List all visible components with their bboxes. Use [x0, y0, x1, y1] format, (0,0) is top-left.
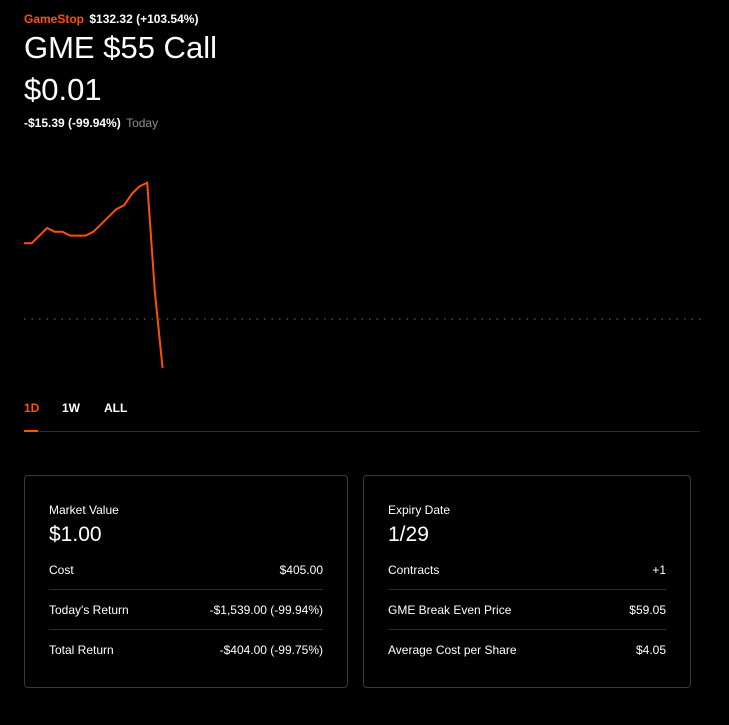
position-rows: Cost $405.00 Today's Return -$1,539.00 (…	[49, 550, 323, 669]
row-label: Cost	[49, 562, 74, 577]
cost-row: Cost $405.00	[49, 550, 323, 590]
row-value: $59.05	[629, 602, 666, 617]
expiry-date: 1/29	[388, 523, 429, 546]
row-value: -$404.00 (-99.75%)	[219, 642, 323, 657]
row-label: GME Break Even Price	[388, 602, 512, 617]
tab-all[interactable]: ALL	[104, 401, 128, 415]
row-value: -$1,539.00 (-99.94%)	[209, 602, 323, 617]
expiry-date-label: Expiry Date	[388, 503, 451, 517]
change-period: Today	[126, 116, 159, 130]
row-label: Total Return	[49, 642, 114, 657]
price-change: -$15.39 (-99.94%) Today	[24, 115, 217, 131]
row-label: Today's Return	[49, 602, 129, 617]
tab-1w[interactable]: 1W	[62, 401, 80, 415]
todays-return-row: Today's Return -$1,539.00 (-99.94%)	[49, 590, 323, 630]
company-link[interactable]: GameStop	[24, 12, 85, 26]
tab-1d-underline	[24, 430, 38, 432]
time-range-tabs: 1D 1W ALL	[24, 400, 700, 432]
price-chart[interactable]	[0, 150, 729, 385]
row-value: $4.05	[635, 642, 666, 657]
option-price: $0.01	[24, 72, 102, 107]
market-value: $1.00	[49, 523, 102, 546]
underlying-quote: GameStop $132.32 (+103.54%)	[24, 11, 217, 27]
option-title: GME $55 Call	[24, 30, 217, 65]
average-cost-row: Average Cost per Share $4.05	[388, 630, 666, 669]
change-value: -$15.39 (-99.94%)	[24, 116, 121, 130]
stock-price: $132.32 (+103.54%)	[89, 12, 199, 26]
header: GameStop $132.32 (+103.54%) GME $55 Call…	[24, 11, 217, 131]
break-even-row: GME Break Even Price $59.05	[388, 590, 666, 630]
row-label: Contracts	[388, 562, 440, 577]
total-return-row: Total Return -$404.00 (-99.75%)	[49, 630, 323, 669]
market-value-label: Market Value	[49, 503, 119, 517]
contract-rows: Contracts +1 GME Break Even Price $59.05…	[388, 550, 666, 669]
row-label: Average Cost per Share	[388, 642, 517, 657]
row-value: $405.00	[279, 562, 323, 577]
contract-card: Expiry Date 1/29 Contracts +1 GME Break …	[363, 475, 691, 688]
tab-1d[interactable]: 1D	[24, 401, 40, 415]
position-card: Market Value $1.00 Cost $405.00 Today's …	[24, 475, 348, 688]
price-series-line	[24, 181, 164, 369]
row-value: +1	[652, 562, 666, 577]
contracts-row: Contracts +1	[388, 550, 666, 590]
